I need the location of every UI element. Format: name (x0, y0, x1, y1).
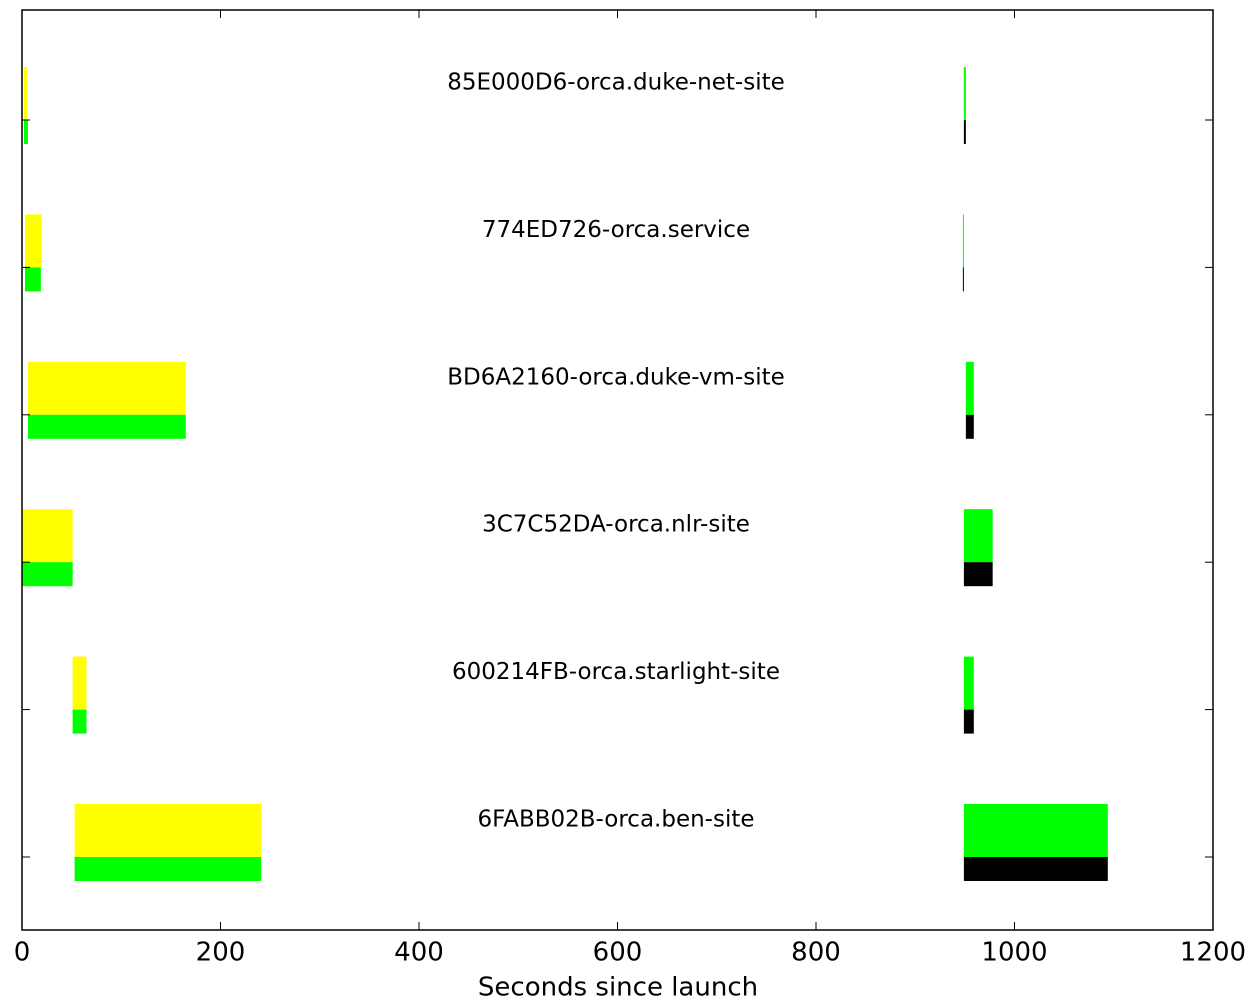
bar (963, 562, 993, 587)
category-label: 3C7C52DA-orca.nlr-site (482, 512, 750, 538)
category-label: 85E000D6-orca.duke-net-site (447, 70, 785, 96)
bar (23, 120, 28, 144)
bar (27, 361, 186, 415)
plot-frame (21, 9, 1214, 931)
x-tick-label: 400 (394, 938, 444, 968)
x-axis-label: Seconds since launch (478, 973, 758, 1003)
bar (27, 414, 186, 439)
bar (963, 120, 966, 144)
bar (963, 67, 966, 120)
bar (24, 214, 42, 268)
bar (965, 361, 974, 415)
bar (963, 857, 1108, 881)
bar (22, 562, 73, 587)
bar (24, 267, 41, 292)
bar (965, 414, 974, 439)
bar (72, 709, 87, 734)
bar (74, 857, 262, 881)
bar (963, 509, 993, 563)
bar (74, 804, 262, 857)
x-tick-label: 200 (196, 938, 246, 968)
bar (963, 804, 1108, 857)
bar (963, 709, 974, 734)
bar (962, 214, 964, 268)
x-tick-label: 800 (791, 938, 841, 968)
bar (963, 656, 974, 710)
x-tick-label: 0 (14, 938, 31, 968)
x-tick-label: 1200 (1180, 938, 1246, 968)
bar (23, 67, 27, 120)
bar (962, 267, 964, 292)
bar (72, 656, 87, 710)
category-label: 774ED726-orca.service (482, 217, 750, 243)
category-label: 600214FB-orca.starlight-site (452, 659, 780, 685)
x-tick-label: 1000 (981, 938, 1047, 968)
bar (22, 509, 73, 563)
category-label: BD6A2160-orca.duke-vm-site (447, 364, 785, 390)
category-label: 6FABB02B-orca.ben-site (477, 807, 754, 833)
x-tick-label: 600 (593, 938, 643, 968)
